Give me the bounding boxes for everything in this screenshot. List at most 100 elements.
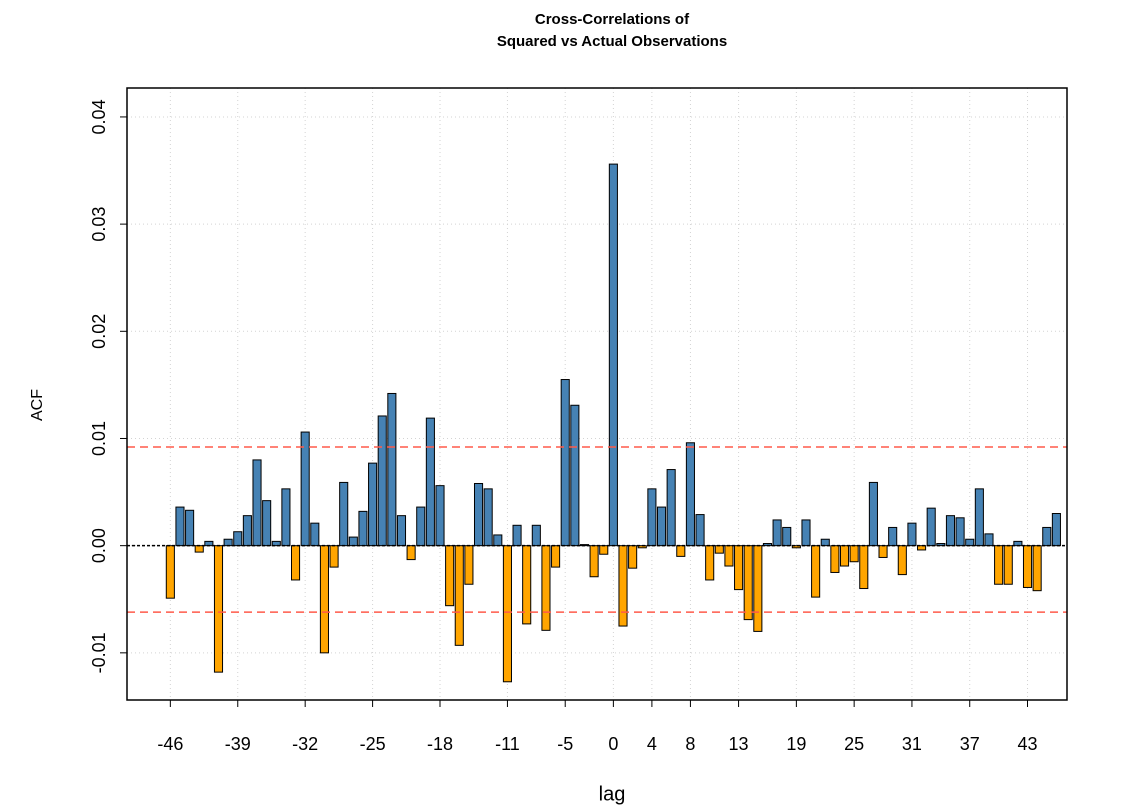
chart-title: Cross-Correlations of xyxy=(535,11,690,28)
bar xyxy=(907,522,917,547)
x-tick-label: 19 xyxy=(786,734,806,754)
bar xyxy=(512,524,522,547)
x-tick-label: 43 xyxy=(1017,734,1037,754)
bar xyxy=(695,514,705,547)
bar xyxy=(502,545,512,683)
x-tick-label: 0 xyxy=(608,734,618,754)
bar xyxy=(849,545,859,563)
bar xyxy=(859,545,869,590)
bar xyxy=(917,545,927,551)
bar xyxy=(233,531,243,547)
bar xyxy=(782,526,792,547)
bar xyxy=(945,515,956,547)
bar xyxy=(522,545,532,625)
bar xyxy=(1032,545,1042,592)
bar xyxy=(416,506,426,547)
bar xyxy=(464,545,474,585)
bar xyxy=(878,545,888,558)
bar xyxy=(589,545,599,578)
bar xyxy=(888,526,898,547)
bar xyxy=(271,540,281,547)
bar xyxy=(820,538,830,547)
bar xyxy=(955,517,965,547)
x-tick-label: -25 xyxy=(360,734,386,754)
bar xyxy=(974,488,984,547)
x-tick-label: 8 xyxy=(685,734,695,754)
bar xyxy=(445,545,455,607)
bar xyxy=(493,534,503,547)
bar xyxy=(801,519,811,547)
x-tick-label: -5 xyxy=(557,734,573,754)
x-tick-label: 25 xyxy=(844,734,864,754)
bar xyxy=(531,524,541,547)
bar xyxy=(194,545,204,553)
bar xyxy=(868,481,878,547)
bar xyxy=(425,417,435,547)
bar xyxy=(839,545,850,567)
x-tick-label: -11 xyxy=(495,734,520,754)
y-tick-label: 0.03 xyxy=(89,207,109,242)
bar xyxy=(772,519,782,547)
bar xyxy=(830,545,840,573)
bar xyxy=(551,545,561,568)
bar xyxy=(811,545,821,598)
bar xyxy=(242,515,252,547)
chart-subtitle: Squared vs Actual Observations xyxy=(497,33,727,50)
y-tick-label: -0.01 xyxy=(89,632,109,673)
bar xyxy=(1003,545,1013,585)
x-tick-label: -32 xyxy=(292,734,318,754)
bar xyxy=(339,481,349,547)
bar xyxy=(262,500,272,547)
bar xyxy=(300,431,310,547)
bar xyxy=(628,545,638,569)
bar xyxy=(608,163,618,547)
bar xyxy=(435,485,445,547)
bar xyxy=(753,545,763,632)
bar xyxy=(483,488,493,547)
bar xyxy=(329,545,339,568)
bar xyxy=(348,536,358,547)
bar xyxy=(705,545,715,581)
bar xyxy=(724,545,734,567)
bar xyxy=(926,507,936,547)
bar xyxy=(1051,513,1061,547)
bar xyxy=(714,545,724,554)
bar xyxy=(666,469,676,547)
bar xyxy=(281,488,291,547)
bar xyxy=(1042,526,1052,547)
y-tick-label: 0.02 xyxy=(89,314,109,349)
bar xyxy=(647,488,657,547)
x-tick-label: 13 xyxy=(729,734,749,754)
bar xyxy=(897,545,907,576)
bar xyxy=(560,379,570,547)
bar xyxy=(165,545,175,599)
x-tick-label: -39 xyxy=(225,734,251,754)
bar xyxy=(541,545,551,631)
plot-frame xyxy=(126,87,1068,701)
bar xyxy=(618,545,628,627)
bar xyxy=(387,392,397,547)
bar xyxy=(473,482,484,547)
bar xyxy=(213,545,224,673)
y-axis-label: ACF xyxy=(29,389,46,421)
y-tick-label: 0.04 xyxy=(89,99,109,134)
x-tick-label: 37 xyxy=(960,734,980,754)
bar xyxy=(185,509,195,547)
x-tick-label: -46 xyxy=(157,734,183,754)
bar xyxy=(377,415,387,547)
bar xyxy=(1022,545,1033,588)
bar xyxy=(454,545,464,646)
bar xyxy=(368,462,378,547)
bar xyxy=(570,404,580,547)
x-tick-label: 4 xyxy=(647,734,657,754)
bar xyxy=(685,442,695,547)
bar xyxy=(310,522,320,547)
x-tick-label: -18 xyxy=(427,734,453,754)
bar xyxy=(319,545,329,654)
bar xyxy=(791,545,801,549)
bar xyxy=(406,545,416,561)
x-tick-label: 31 xyxy=(902,734,922,754)
bar xyxy=(965,538,975,547)
bar xyxy=(175,506,185,547)
x-axis-label: lag xyxy=(599,783,626,805)
